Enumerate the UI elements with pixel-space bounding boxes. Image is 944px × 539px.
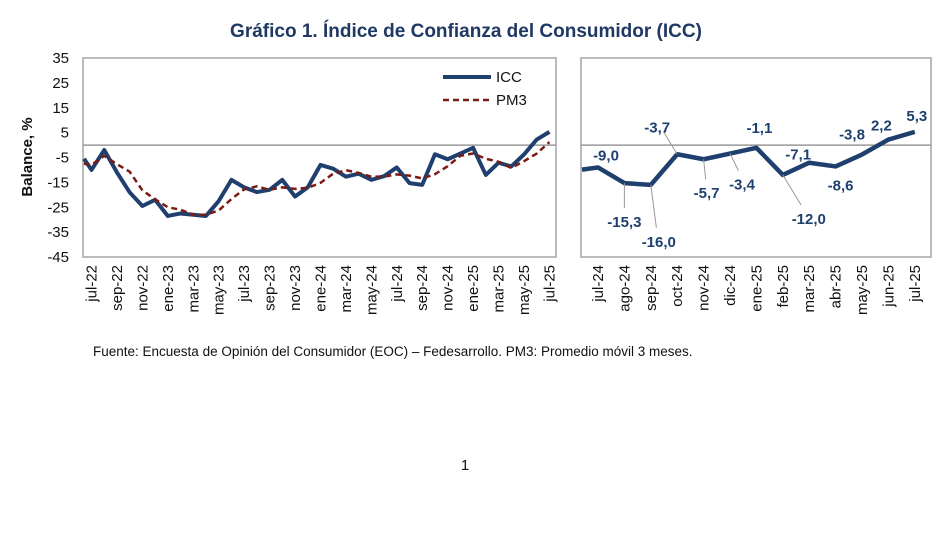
icc-line bbox=[581, 129, 916, 188]
x-tick-label: mar-25 bbox=[801, 265, 818, 313]
legend-pm3-label: PM3 bbox=[496, 92, 527, 109]
data-label: -7,1 bbox=[785, 147, 811, 164]
y-axis-label: Balance, % bbox=[19, 117, 36, 196]
y-tick-label: 25 bbox=[52, 75, 69, 92]
data-label: 2,2 bbox=[871, 118, 892, 135]
x-tick-label: mar-24 bbox=[338, 265, 355, 313]
x-tick-label: may-24 bbox=[363, 265, 380, 315]
y-tick-label: -15 bbox=[47, 174, 69, 191]
label-leader-line bbox=[662, 131, 678, 155]
left-chart: Balance, % 35 25 15 5 -5 -15 -25 -35 -45 jul-22 s… bbox=[19, 50, 558, 315]
x-tick-label: ene-25 bbox=[465, 265, 482, 312]
x-tick-label: sep-22 bbox=[109, 265, 126, 311]
x-tick-label: dic-24 bbox=[722, 265, 739, 306]
x-tick-label: jun-25 bbox=[880, 265, 897, 308]
label-leader-line bbox=[782, 174, 802, 206]
x-tick-label: jul-23 bbox=[236, 265, 253, 303]
y-tick-label: 15 bbox=[52, 100, 69, 117]
data-label: -12,0 bbox=[792, 211, 826, 228]
chart-title: Gráfico 1. Índice de Confianza del Consu… bbox=[230, 20, 702, 42]
x-tick-label: jul-24 bbox=[590, 265, 607, 303]
y-tick-label: 35 bbox=[52, 50, 69, 67]
data-label: -3,8 bbox=[839, 127, 865, 144]
source-note: Fuente: Encuesta de Opinión del Consumid… bbox=[93, 344, 693, 359]
y-tick-label: -25 bbox=[47, 199, 69, 216]
left-plot-frame bbox=[82, 57, 557, 258]
label-leader-line bbox=[703, 159, 707, 180]
x-tick-label: nov-24 bbox=[696, 265, 713, 311]
x-tick-label: sep-24 bbox=[414, 265, 431, 311]
x-tick-label: mar-23 bbox=[185, 265, 202, 313]
x-tick-label: may-25 bbox=[854, 265, 871, 315]
x-tick-label: abr-25 bbox=[828, 265, 845, 308]
icc-line bbox=[82, 130, 551, 218]
legend-icc-label: ICC bbox=[496, 69, 522, 86]
y-tick-label: -45 bbox=[47, 249, 69, 266]
x-tick-label: oct-24 bbox=[669, 265, 686, 307]
data-label: -1,1 bbox=[746, 120, 772, 137]
x-tick-label: jul-25 bbox=[907, 265, 924, 303]
legend: ICC PM3 bbox=[443, 69, 527, 109]
x-tick-label: feb-25 bbox=[775, 265, 792, 308]
page-number: 1 bbox=[461, 457, 469, 474]
data-label: -3,7 bbox=[644, 119, 670, 136]
y-tick-label: -5 bbox=[56, 150, 69, 167]
x-tick-label: ago-24 bbox=[616, 265, 633, 312]
right-chart: jul-24 ago-24 sep-24 oct-24 nov-24 dic-24 ene-… bbox=[580, 57, 932, 315]
x-tick-label: jul-24 bbox=[389, 265, 406, 303]
data-label: -8,6 bbox=[828, 177, 854, 194]
x-tick-label: jul-25 bbox=[541, 265, 558, 303]
data-label: -15,3 bbox=[607, 214, 641, 231]
x-tick-label: ene-25 bbox=[748, 265, 765, 312]
x-tick-label: ene-24 bbox=[312, 265, 329, 312]
data-label: -9,0 bbox=[593, 147, 619, 164]
data-label: -16,0 bbox=[642, 234, 676, 251]
data-label: -3,4 bbox=[729, 177, 756, 194]
data-label: -5,7 bbox=[694, 185, 720, 202]
data-label: 5,3 bbox=[906, 108, 927, 125]
label-leader-line bbox=[729, 153, 739, 171]
x-tick-label: may-25 bbox=[516, 265, 533, 315]
x-tick-label: nov-22 bbox=[134, 265, 151, 311]
x-tick-label: may-23 bbox=[211, 265, 228, 315]
label-leader-line bbox=[650, 184, 657, 228]
right-plot-frame bbox=[580, 57, 932, 258]
x-tick-label: mar-25 bbox=[491, 265, 508, 313]
x-tick-label: sep-24 bbox=[643, 265, 660, 311]
x-tick-label: sep-23 bbox=[262, 265, 279, 311]
x-tick-label: nov-23 bbox=[287, 265, 304, 311]
y-tick-label: -35 bbox=[47, 224, 69, 241]
x-tick-label: nov-24 bbox=[440, 265, 457, 311]
x-tick-label: jul-22 bbox=[84, 265, 101, 303]
x-tick-label: ene-23 bbox=[160, 265, 177, 312]
pm3-line bbox=[83, 141, 551, 216]
y-tick-label: 5 bbox=[61, 125, 69, 142]
